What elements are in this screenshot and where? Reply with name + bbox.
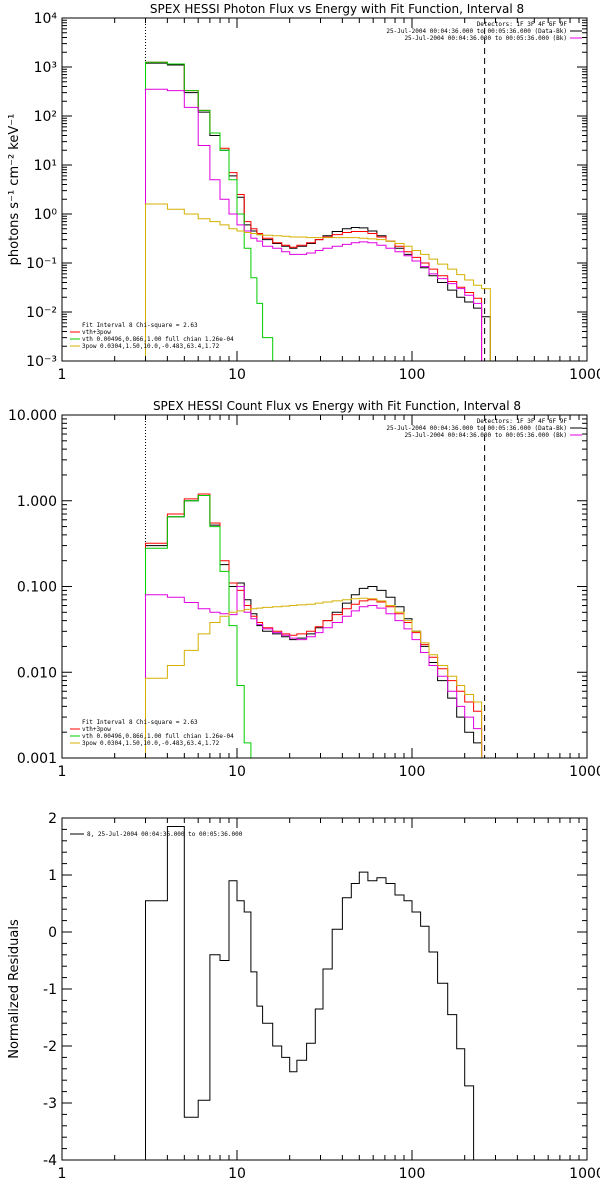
panel-title: SPEX HESSI Photon Flux vs Energy with Fi…: [150, 2, 524, 16]
residual-legend-entry: 8, 25-Jul-2004 00:04:36.000 to 00:05:36.…: [87, 831, 243, 838]
fit-legend-entry: Fit Interval 8 Chi-square = 2.63: [82, 719, 198, 726]
y-tick-label: 10.000: [8, 408, 57, 424]
series-black: [145, 826, 491, 1160]
x-tick-label: 10: [228, 367, 246, 383]
legend-detail: 25-Jul-2004 00:04:36.000 to 00:05:36.000…: [386, 425, 567, 432]
y-tick-label: 2: [48, 811, 57, 827]
plot-frame: [61, 817, 588, 1161]
series-green: [145, 61, 274, 361]
y-axis-label: Normalized Residuals: [7, 919, 22, 1059]
fit-legend-entry: 3pow 0.0304,1.50,10.0,-0.483,63.4,1.72: [82, 343, 220, 350]
fit-legend-entry: vth+3pow: [82, 329, 111, 336]
x-tick-label: 10: [228, 764, 246, 780]
legend-detail: Detectors: 1F 3F 4F 6F 9F: [477, 21, 568, 28]
series-black: [145, 62, 491, 361]
y-tick-label: -1: [43, 982, 57, 998]
y-tick-label: 1.000: [17, 494, 57, 510]
photon-flux-panel: SPEX HESSI Photon Flux vs Energy with Fi…: [7, 2, 600, 383]
x-tick-label: 100: [399, 764, 426, 780]
legend-detail: 25-Jul-2004 00:04:36.000 to 00:05:36.000…: [404, 432, 567, 439]
y-tick-label: 0.100: [17, 580, 57, 596]
x-tick-label: 1: [58, 764, 67, 780]
y-tick-label: 10¹: [34, 158, 57, 174]
x-tick-label: 1: [58, 367, 67, 383]
fit-legend-entry: vth 0.00496,0.866,1.00 full chian 1.26e-…: [82, 733, 234, 740]
y-tick-label: 10³: [34, 60, 57, 76]
fit-legend-entry: 3pow 0.0304,1.50,10.0,-0.483,63.4,1.72: [82, 740, 220, 747]
y-tick-label: 10⁻³: [26, 354, 57, 370]
y-tick-label: 10⁻²: [26, 305, 57, 321]
y-tick-label: 10⁴: [34, 11, 58, 27]
series-green: [145, 495, 252, 758]
x-tick-label: 100: [399, 367, 426, 383]
y-tick-label: 0: [48, 925, 57, 941]
x-tick-label: 10: [228, 1166, 246, 1182]
legend-detail: 25-Jul-2004 00:04:36.000 to 00:05:36.000…: [404, 35, 567, 42]
y-tick-label: -4: [43, 1153, 57, 1169]
series-yellow: [145, 597, 491, 758]
fit-legend-entry: Fit Interval 8 Chi-square = 2.63: [82, 322, 198, 329]
x-tick-label: 100: [399, 1166, 426, 1182]
count-flux-panel: SPEX HESSI Count Flux vs Energy with Fit…: [8, 399, 600, 780]
plot-frame: [61, 414, 588, 759]
fit-legend-entry: vth 0.00496,0.866,1.00 full chian 1.26e-…: [82, 336, 234, 343]
plot-frame: [61, 17, 588, 362]
y-tick-label: 10⁻¹: [26, 256, 57, 272]
y-axis-label: photons s⁻¹ cm⁻² keV⁻¹: [7, 114, 22, 266]
y-tick-label: 10²: [34, 109, 57, 125]
panel-title: SPEX HESSI Count Flux vs Energy with Fit…: [153, 399, 521, 413]
series-yellow: [145, 203, 491, 361]
legend-detail: 25-Jul-2004 00:04:36.000 to 00:05:36.000…: [386, 28, 567, 35]
y-tick-label: 0.010: [17, 665, 57, 681]
y-tick-label: 10⁰: [34, 207, 58, 223]
y-tick-label: 0.001: [17, 751, 57, 767]
x-tick-label: 1: [58, 1166, 67, 1182]
fit-legend-entry: vth+3pow: [82, 726, 111, 733]
y-tick-label: 1: [48, 868, 57, 884]
legend-detail: Detectors: 1F 3F 4F 6F 9F: [477, 418, 568, 425]
y-tick-label: -3: [43, 1096, 57, 1112]
y-tick-label: -2: [43, 1039, 57, 1055]
series-magenta: [145, 88, 483, 361]
